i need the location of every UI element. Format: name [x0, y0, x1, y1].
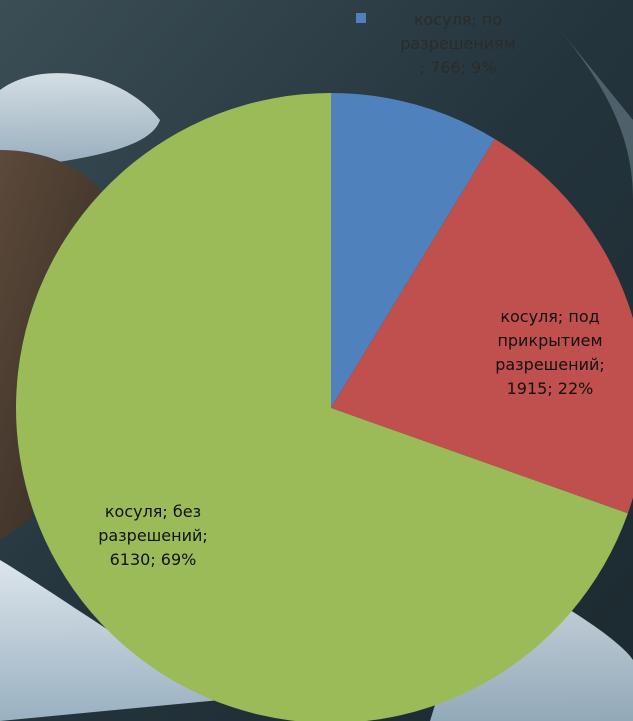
slice-label-permitted: косуля; по разрешениям ; 766; 9% [400, 10, 516, 77]
pie-slice-2 [16, 93, 628, 721]
slice-label-without-permit: косуля; без разрешений; 6130; 69% [98, 502, 208, 569]
legend-swatch [356, 13, 366, 23]
pie-slice-1 [331, 138, 633, 514]
pie-slice-0 [331, 93, 495, 408]
slice-label-under-cover: косуля; под прикрытием разрешений; 1915;… [495, 307, 605, 398]
